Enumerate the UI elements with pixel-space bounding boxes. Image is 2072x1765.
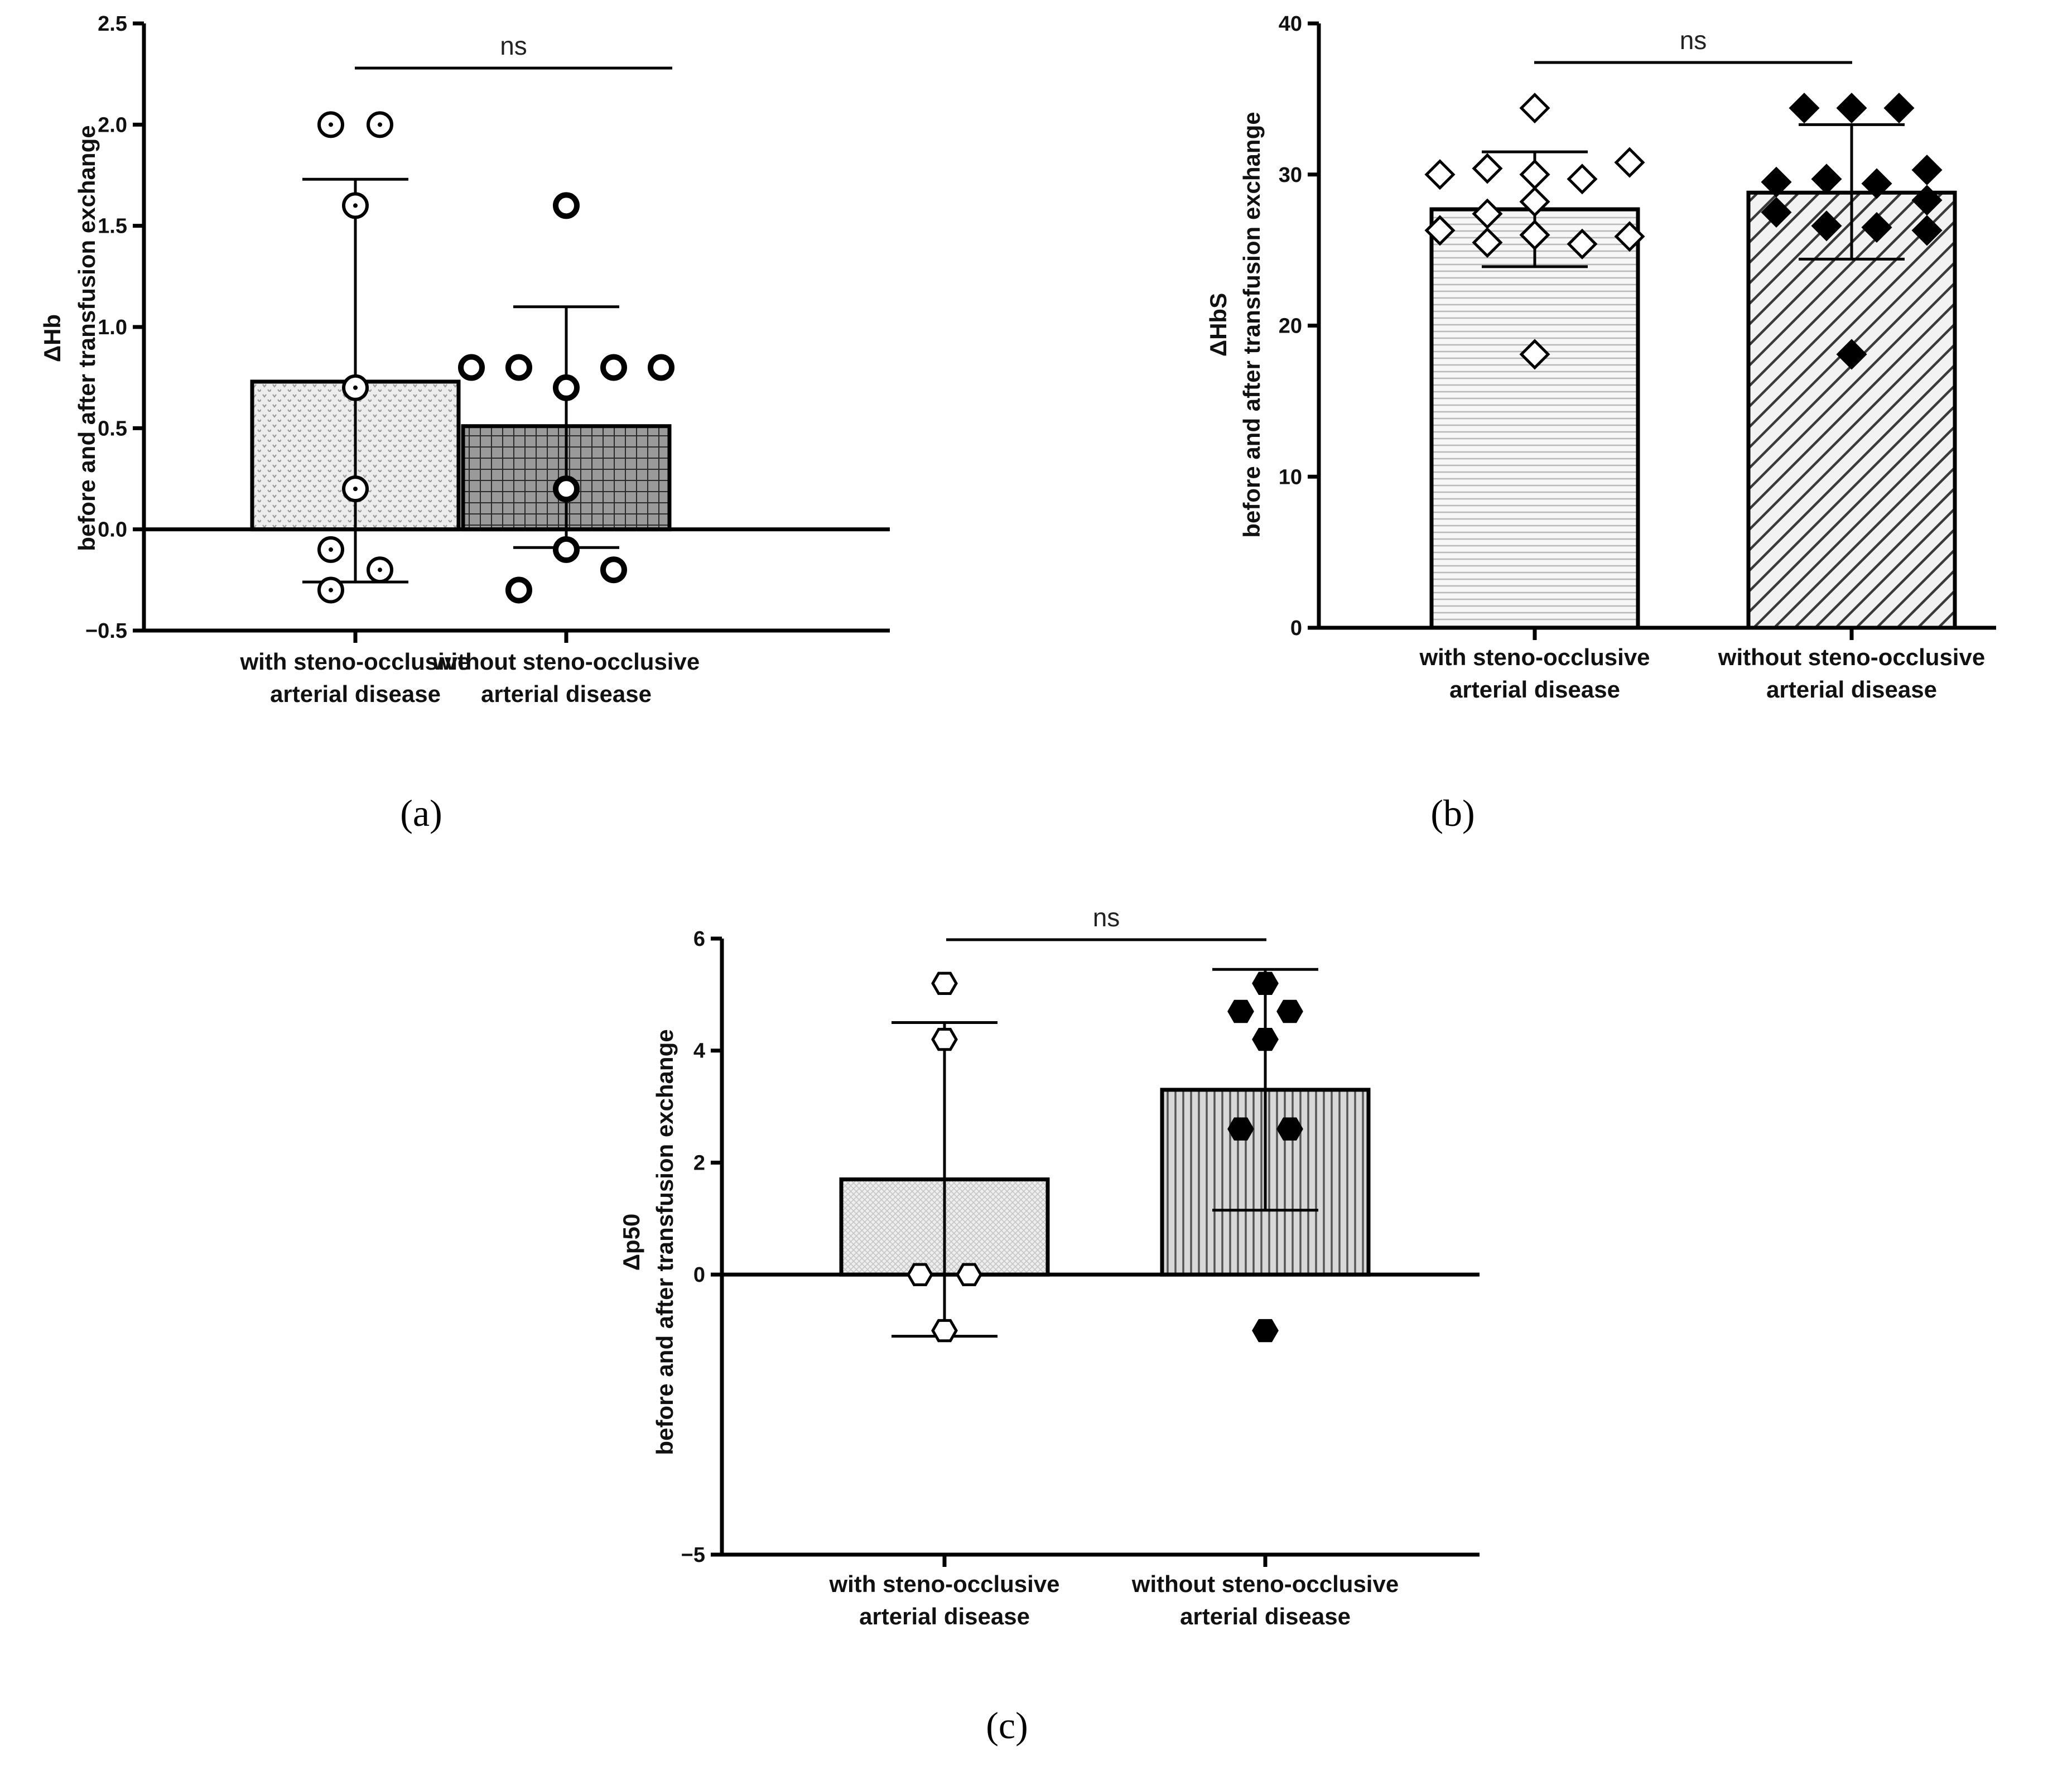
data-point-0-center [329,547,333,552]
panel-a: −0.5 0.0 0.5 1.0 1.5 2.0 2.5 with steno-occlusi… [39,12,890,707]
data-point-0-center [353,203,358,208]
y-tick-label: 40 [1279,12,1302,36]
data-point-1 [556,539,577,560]
data-point-1 [1791,95,1818,122]
x-tick-label: without steno-occlusive [432,648,700,675]
data-point-0-center [353,487,358,491]
y-axis-subtitle: before and after transfusion exchange [1239,112,1265,537]
panel-label-b: (b) [1430,792,1475,834]
data-point-0-center [378,568,382,572]
x-tick-label: arterial disease [1180,1603,1351,1629]
data-point-1 [1254,1320,1277,1340]
x-tick-label: arterial disease [1449,676,1620,703]
data-point-1 [1838,95,1865,122]
data-point-0 [1521,95,1548,122]
panel-c: −5 0 2 4 6 with steno-occlusive arterial disea… [618,903,1480,1629]
data-point-1 [1813,166,1840,193]
data-point-1 [556,195,577,216]
x-tick-label: without steno-occlusive [1131,1571,1399,1597]
data-point-1 [556,478,577,499]
data-point-0 [1427,161,1453,188]
figure: −0.5 0.0 0.5 1.0 1.5 2.0 2.5 with steno-occlusi… [0,0,2072,1765]
y-tick-label: 2.0 [98,113,127,137]
bar-0 [1432,209,1638,628]
data-point-1 [1229,1001,1252,1021]
y-tick-label: 0 [693,1263,705,1287]
y-axis-title: Δp50 [618,1214,644,1271]
data-point-0-center [329,588,333,592]
y-tick-label: 20 [1279,315,1302,338]
y-axis-title: ΔHbS [1205,293,1231,357]
data-point-0 [933,1320,956,1340]
x-tick-label: with steno-occlusive [828,1571,1059,1597]
data-point-1 [1254,973,1277,993]
data-point-1 [508,357,529,378]
data-point-1 [508,579,529,600]
panel-b: 0 10 20 30 40 with steno-occlusive arterial di… [1205,12,1996,703]
data-point-0 [957,1264,981,1285]
y-tick-label: 10 [1279,465,1302,489]
y-tick-label: 0.0 [98,518,127,542]
y-tick-label: 1.0 [98,316,127,339]
y-axis-subtitle: before and after transfusion exchange [74,125,100,551]
data-point-1 [603,357,624,378]
significance-label: ns [500,31,527,60]
data-point-0 [1616,149,1643,176]
x-tick-label: arterial disease [481,681,652,707]
data-point-1 [1914,157,1940,184]
y-tick-label: 6 [693,927,705,951]
data-point-0 [933,973,956,993]
y-tick-label: −0.5 [85,619,127,643]
x-tick-label: without steno-occlusive [1718,644,1985,670]
data-point-1 [1254,1030,1277,1050]
data-point-0-center [329,122,333,127]
data-point-1 [1278,1119,1302,1139]
data-point-0 [1474,155,1501,182]
y-tick-label: 1.5 [98,215,127,238]
x-tick-label: arterial disease [1766,676,1937,703]
y-tick-label: 0.5 [98,417,127,440]
data-point-0-center [353,386,358,390]
panel-label-a: (a) [400,792,442,834]
y-axis-title: ΔHb [39,314,65,362]
data-point-0 [1569,166,1596,193]
significance-label: ns [1680,26,1707,55]
data-point-1 [1278,1001,1302,1021]
data-point-1 [1886,95,1912,122]
panel-label-c: (c) [986,1704,1028,1747]
data-point-1 [650,357,672,378]
x-tick-label: arterial disease [859,1603,1030,1629]
y-tick-label: 4 [693,1040,705,1063]
data-point-1 [1229,1119,1252,1139]
y-tick-label: 2 [693,1151,705,1175]
data-point-1 [603,559,624,580]
data-point-0-center [378,122,382,127]
data-point-0 [933,1030,956,1050]
y-tick-label: 2.5 [98,12,127,36]
y-tick-label: −5 [681,1543,705,1567]
data-point-0 [1521,161,1548,188]
y-tick-label: 30 [1279,163,1302,187]
data-point-0 [908,1264,932,1285]
y-axis-subtitle: before and after transfusion exchange [652,1029,678,1455]
significance-label: ns [1093,903,1120,932]
data-point-1 [556,377,577,398]
y-tick-label: 0 [1290,617,1302,640]
x-tick-label: with steno-occlusive [1419,644,1650,670]
data-point-1 [461,357,482,378]
x-tick-label: arterial disease [270,681,441,707]
